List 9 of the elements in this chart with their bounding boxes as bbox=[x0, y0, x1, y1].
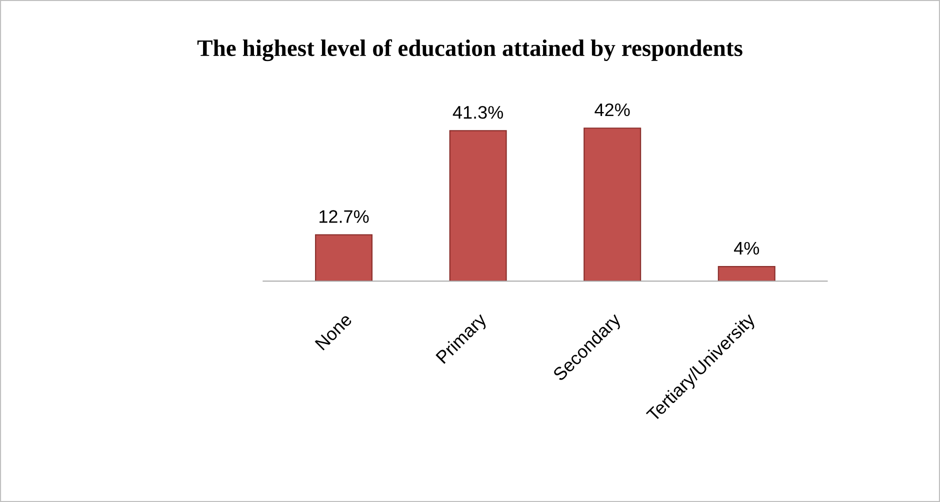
bar bbox=[718, 266, 776, 282]
data-label: 41.3% bbox=[452, 106, 504, 119]
data-label: 42% bbox=[594, 103, 630, 116]
bar bbox=[584, 128, 642, 282]
data-label: 12.7% bbox=[320, 210, 369, 223]
data-label: 4% bbox=[734, 242, 760, 255]
bar bbox=[315, 234, 373, 282]
chart-title: The highest level of education attained by respondents bbox=[197, 39, 742, 62]
bar bbox=[449, 130, 507, 282]
